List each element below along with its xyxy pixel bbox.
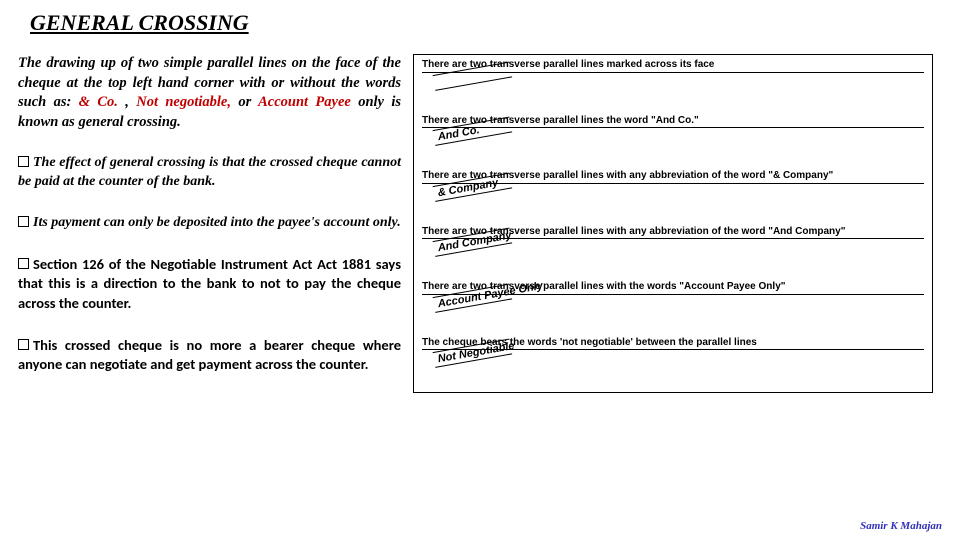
para-1-text: The effect of general crossing is that t…	[18, 155, 401, 189]
para-2-text: Its payment can only be deposited into t…	[33, 215, 401, 230]
intro-hl2: Not negotiable,	[136, 94, 231, 110]
example-row: There are two transverse parallel lines …	[422, 281, 924, 335]
crossing-mark: And Co.	[422, 128, 924, 168]
intro-mid2: or	[231, 94, 258, 110]
intro-hl1: & Co.	[79, 94, 126, 110]
bullet-icon	[18, 339, 29, 350]
intro-hl3: Account Payee	[258, 94, 351, 110]
examples-box: There are two transverse parallel lines …	[413, 54, 933, 393]
crossing-mark: And Company	[422, 239, 924, 279]
crossing-mark	[422, 73, 924, 113]
left-column: The drawing up of two simple parallel li…	[18, 54, 413, 393]
para-2: Its payment can only be deposited into t…	[18, 214, 401, 233]
crossing-mark: Account Payee Only	[422, 295, 924, 335]
example-row: The cheque bears the words 'not negotiab…	[422, 337, 924, 391]
content: The drawing up of two simple parallel li…	[0, 36, 960, 393]
intro-mid1: ,	[125, 94, 136, 110]
example-row: There are two transverse parallel lines …	[422, 226, 924, 280]
example-row: There are two transverse parallel lines …	[422, 170, 924, 224]
crossing-text	[434, 82, 438, 83]
intro-paragraph: The drawing up of two simple parallel li…	[18, 54, 401, 132]
author-footer: Samir K Mahajan	[860, 520, 942, 532]
para-4: This crossed cheque is no more a bearer …	[18, 336, 401, 375]
example-row: There are two transverse parallel lines …	[422, 59, 924, 113]
page-title: GENERAL CROSSING	[0, 0, 960, 36]
para-3: Section 126 of the Negotiable Instrument…	[18, 255, 401, 314]
para-4-text: This crossed cheque is no more a bearer …	[18, 336, 401, 374]
bullet-icon	[18, 258, 29, 269]
bullet-icon	[18, 156, 29, 167]
example-row: There are two transverse parallel lines …	[422, 115, 924, 169]
para-3-text: Section 126 of the Negotiable Instrument…	[18, 255, 401, 312]
crossing-mark: Not Negotiable	[422, 350, 924, 390]
bullet-icon	[18, 216, 29, 227]
crossing-mark: & Company	[422, 184, 924, 224]
para-1: The effect of general crossing is that t…	[18, 154, 401, 192]
